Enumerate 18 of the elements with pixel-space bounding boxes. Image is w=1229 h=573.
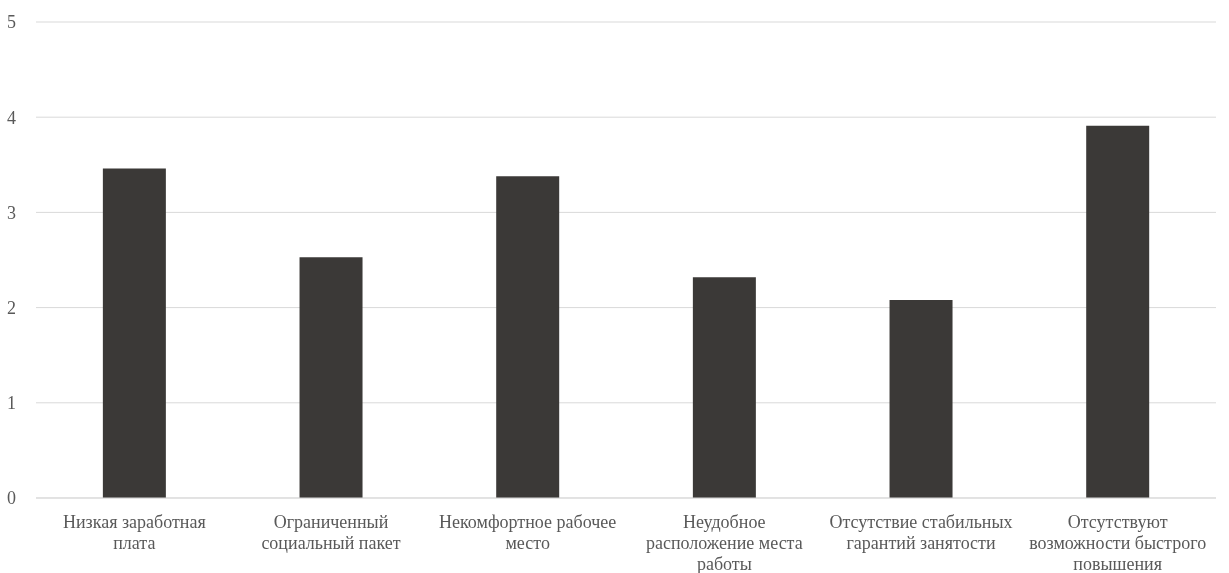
bar [102,168,166,498]
y-tick-label: 4 [7,107,16,128]
bar [1086,125,1150,498]
y-tick-label: 3 [7,202,16,223]
x-tick-label: Неудобное расположение места работы [645,512,803,573]
y-tick-label: 1 [7,393,16,414]
x-tick-label: Ограниченный социальный пакет [261,512,401,554]
bar [692,277,756,498]
y-tick-label: 5 [7,12,16,33]
x-tick-label: Низкая заработная плата [62,512,206,554]
y-tick-label: 0 [7,488,16,509]
bar [299,257,363,498]
y-tick-label: 2 [7,297,16,318]
bar [496,176,560,498]
x-tick-label: Отсутствуют возможности быстрого повышения [1029,512,1207,573]
x-tick-label: Некомфортное рабочее место [439,512,617,554]
bar [889,299,953,498]
x-tick-label: Отсутствие стабильных гарантий занятости [829,512,1013,554]
